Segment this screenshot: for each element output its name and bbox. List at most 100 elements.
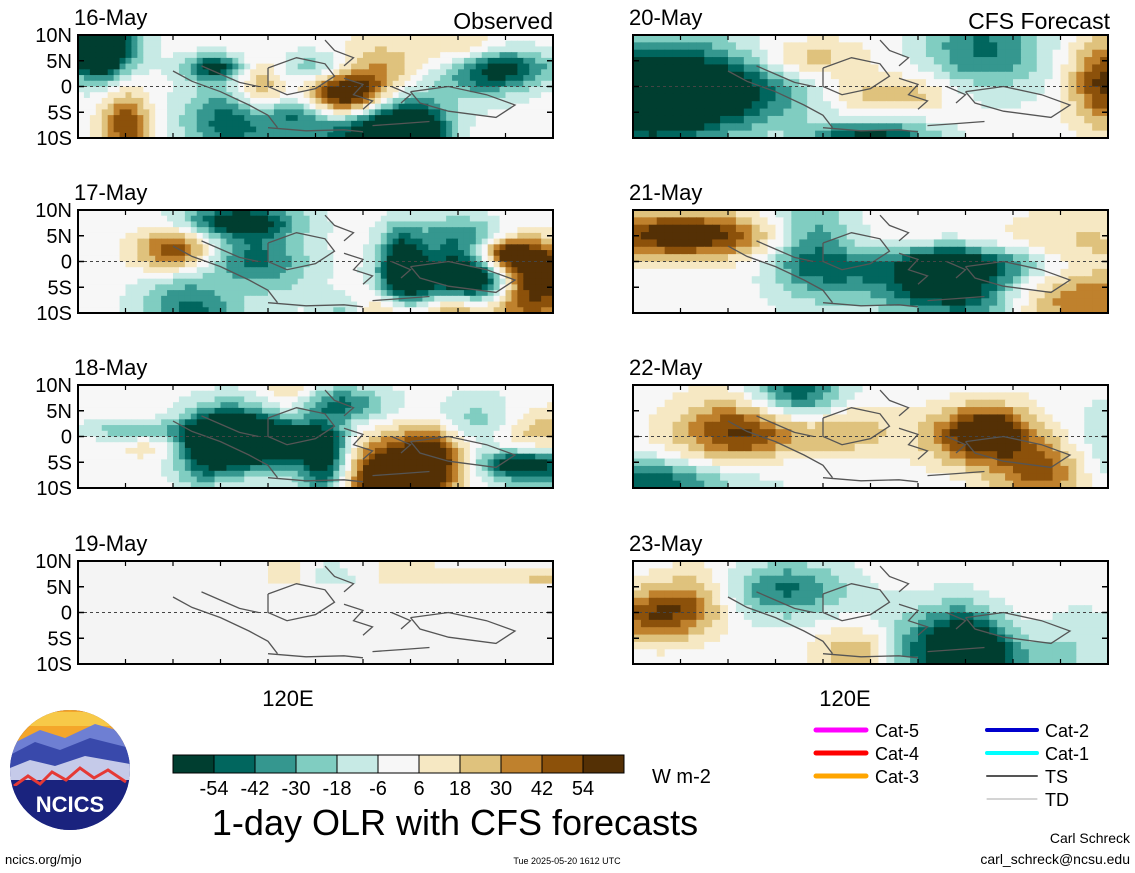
anomaly-cell xyxy=(541,232,548,240)
anomaly-cell xyxy=(244,436,251,443)
anomaly-cell xyxy=(481,52,489,59)
anomaly-cell xyxy=(137,407,144,415)
anomaly-cell xyxy=(262,115,269,122)
anomaly-cell xyxy=(463,221,471,228)
anomaly-cell xyxy=(143,52,150,59)
anomaly-cell xyxy=(398,301,406,308)
anomaly-cell xyxy=(547,482,554,489)
anomaly-cell xyxy=(291,436,299,443)
anomaly-cell xyxy=(374,132,382,139)
anomaly-cell xyxy=(113,482,121,489)
anomaly-cell xyxy=(125,470,133,478)
anomaly-cell xyxy=(380,453,388,460)
anomaly-cell xyxy=(303,115,311,122)
anomaly-cell xyxy=(101,272,109,280)
panel-date-label: 19-May xyxy=(74,531,147,556)
anomaly-cell xyxy=(989,42,998,51)
anomaly-cell xyxy=(315,568,324,577)
anomaly-cell xyxy=(339,407,346,415)
anomaly-cell xyxy=(220,255,228,263)
anomaly-cell xyxy=(125,255,133,263)
anomaly-cell xyxy=(208,261,216,268)
anomaly-cell xyxy=(1005,42,1014,51)
anomaly-cell xyxy=(173,227,180,234)
anomaly-cell xyxy=(547,215,554,223)
anomaly-cell xyxy=(131,396,138,403)
anomaly-cell xyxy=(333,238,340,245)
anomaly-cell xyxy=(368,132,376,139)
anomaly-cell xyxy=(285,63,293,70)
anomaly-cell xyxy=(238,278,245,285)
anomaly-cell xyxy=(101,482,109,489)
anomaly-cell xyxy=(404,419,412,426)
anomaly-cell xyxy=(422,413,429,420)
anomaly-cell xyxy=(167,221,174,228)
anomaly-cell xyxy=(327,261,334,268)
anomaly-cell xyxy=(309,307,317,314)
anomaly-cell xyxy=(523,115,530,122)
anomaly-cell xyxy=(113,80,121,88)
anomaly-cell xyxy=(704,79,713,88)
anomaly-cell xyxy=(95,407,103,415)
anomaly-cell xyxy=(380,470,388,478)
anomaly-cell xyxy=(345,80,352,88)
anomaly-cell xyxy=(137,132,144,139)
anomaly-cell xyxy=(743,49,753,58)
anomaly-cell xyxy=(339,307,346,314)
anomaly-cell xyxy=(475,261,483,268)
anomaly-cell xyxy=(351,402,358,409)
anomaly-cell xyxy=(469,290,477,297)
anomaly-cell xyxy=(862,64,872,73)
anomaly-cell xyxy=(529,295,536,303)
anomaly-cell xyxy=(505,575,514,584)
anomaly-cell xyxy=(268,210,275,217)
anomaly-cell xyxy=(720,79,729,88)
anomaly-cell xyxy=(202,402,210,409)
anomaly-cell xyxy=(167,470,174,478)
lat-label: 5N xyxy=(46,226,72,248)
anomaly-cell xyxy=(190,284,198,291)
anomaly-cell xyxy=(119,210,127,217)
anomaly-cell xyxy=(327,52,334,59)
anomaly-cell xyxy=(357,92,364,99)
anomaly-cell xyxy=(167,210,174,217)
anomaly-cell xyxy=(315,103,323,110)
anomaly-cell xyxy=(469,402,477,409)
anomaly-cell xyxy=(178,75,186,82)
anomaly-cell xyxy=(523,407,530,415)
anomaly-cell xyxy=(95,261,103,268)
anomaly-cell xyxy=(220,465,228,472)
anomaly-cell xyxy=(268,132,275,139)
anomaly-cell xyxy=(529,250,536,257)
anomaly-cell xyxy=(297,255,305,263)
anomaly-cell xyxy=(374,126,382,133)
anomaly-cell xyxy=(78,295,85,303)
anomaly-cell xyxy=(416,255,423,263)
anomaly-cell xyxy=(446,46,453,53)
anomaly-cell xyxy=(214,40,222,48)
anomaly-cell xyxy=(83,126,91,133)
anomaly-cell xyxy=(680,79,690,88)
anomaly-cell xyxy=(131,57,138,65)
anomaly-cell xyxy=(95,238,103,245)
anomaly-cell xyxy=(78,132,85,139)
anomaly-cell xyxy=(238,120,245,128)
anomaly-cell xyxy=(190,215,198,223)
anomaly-cell xyxy=(125,120,133,128)
anomaly-cell xyxy=(196,35,204,42)
anomaly-cell xyxy=(220,69,228,76)
anomaly-cell xyxy=(262,261,269,268)
anomaly-cell xyxy=(933,57,943,66)
anomaly-cell xyxy=(933,42,943,51)
anomaly-cell xyxy=(208,453,216,460)
anomaly-cell xyxy=(541,46,548,53)
anomaly-cell xyxy=(363,238,370,245)
anomaly-cell xyxy=(529,238,536,245)
anomaly-cell xyxy=(339,92,346,99)
anomaly-cell xyxy=(107,132,115,139)
anomaly-cell xyxy=(184,97,192,105)
anomaly-cell xyxy=(422,46,429,53)
anomaly-cell xyxy=(190,115,198,122)
anomaly-cell xyxy=(735,71,745,80)
anomaly-cell xyxy=(440,442,447,449)
